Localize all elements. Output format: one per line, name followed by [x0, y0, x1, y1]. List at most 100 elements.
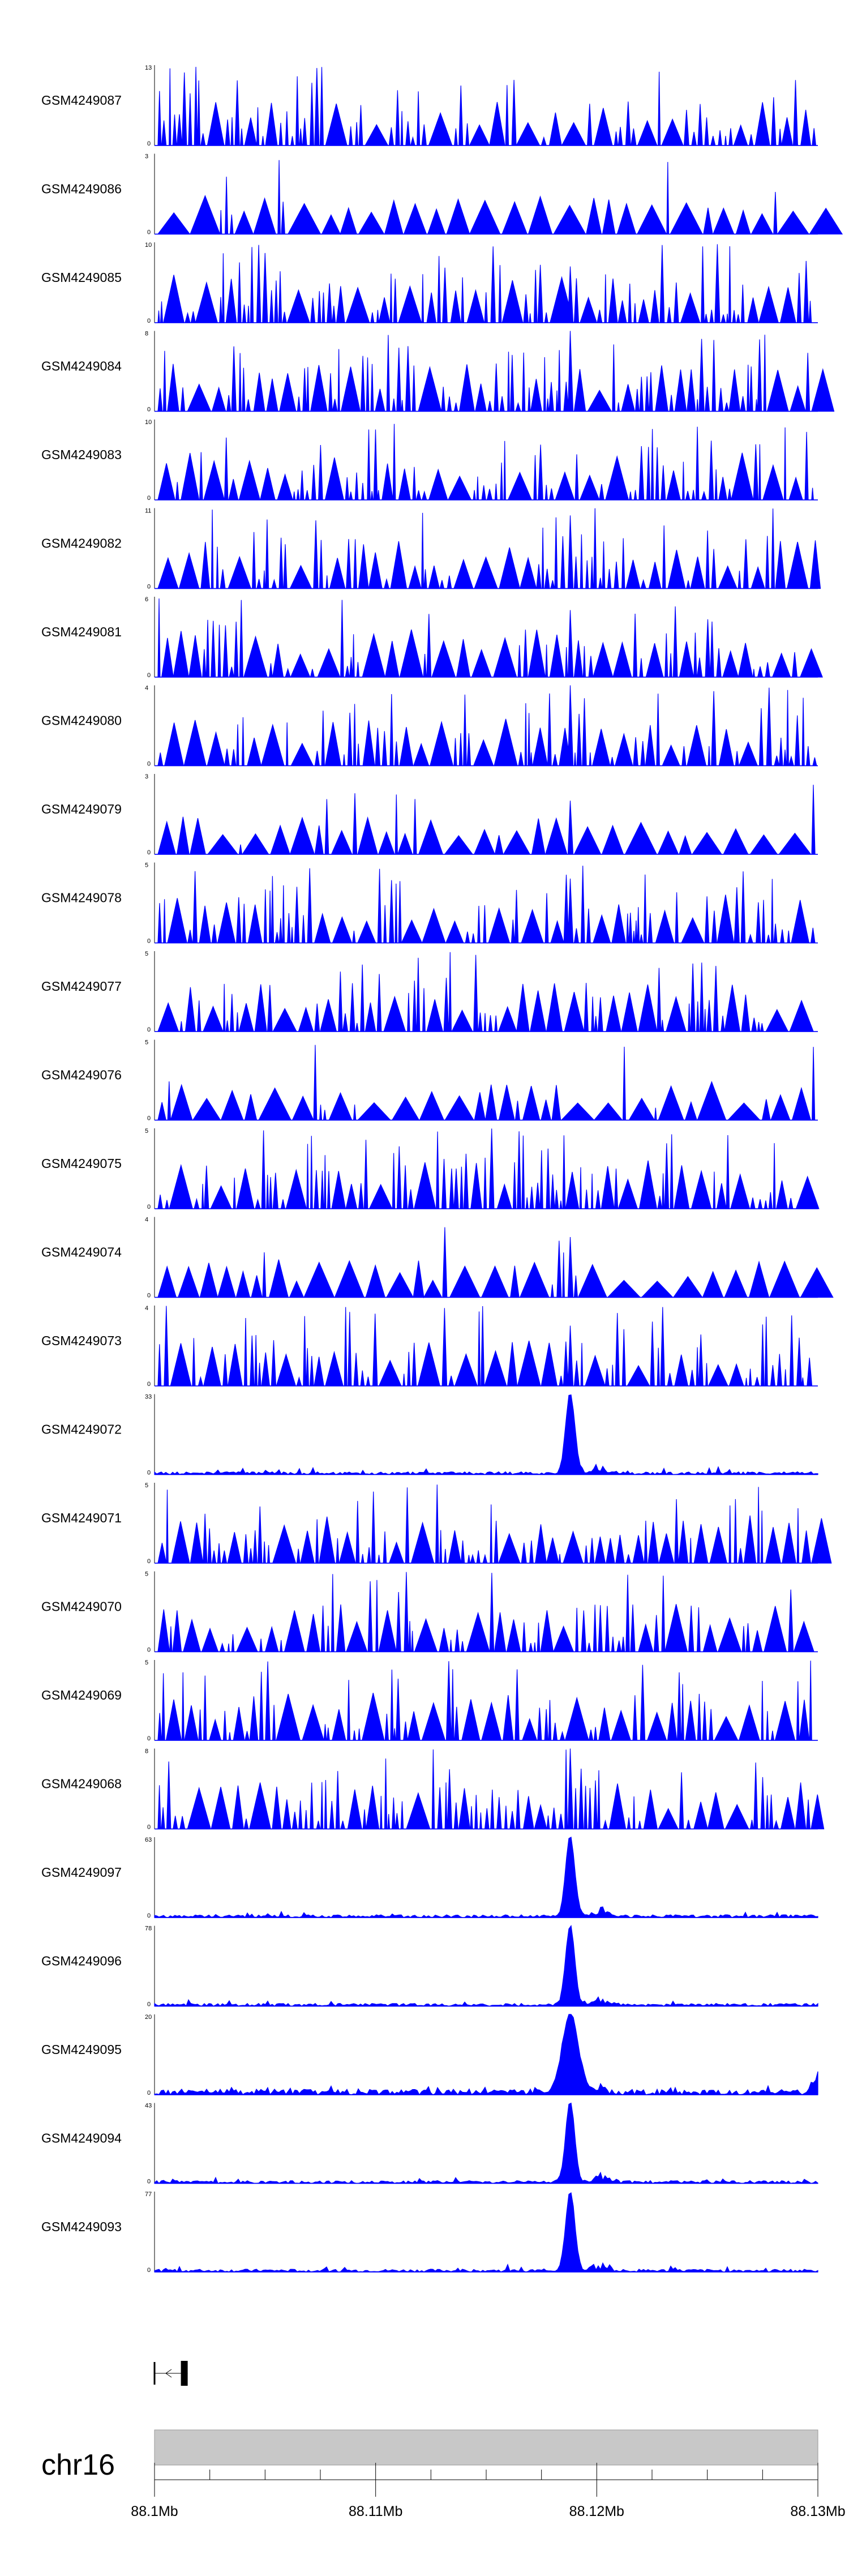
y-max-label: 8 — [145, 331, 148, 337]
track-label: GSM4249093 — [41, 2219, 122, 2234]
track-label: GSM4249082 — [41, 536, 122, 551]
track-label: GSM4249078 — [41, 891, 122, 905]
y-min-label: 0 — [147, 318, 151, 324]
gene-exon — [181, 2361, 188, 2386]
signal-area — [155, 1484, 832, 1564]
track: GSM4249069 5 0 — [41, 1659, 818, 1742]
signal-area — [155, 1748, 825, 1830]
signal-tracks: GSM4249087130GSM424908630GSM4249085100GS… — [41, 65, 843, 2274]
y-max-label: 4 — [145, 1217, 148, 1223]
signal-area — [155, 785, 818, 855]
track-label: GSM4249075 — [41, 1156, 122, 1171]
track-label: GSM4249077 — [41, 979, 122, 994]
y-max-label: 5 — [145, 1128, 148, 1135]
x-tick-label: 88.13Mb — [790, 2504, 845, 2519]
track: GSM4249079 3 0 — [41, 773, 818, 856]
y-min-label: 0 — [147, 672, 151, 679]
x-tick-label: 88.12Mb — [569, 2504, 624, 2519]
y-max-label: 63 — [145, 1837, 152, 1843]
signal-area — [155, 1661, 818, 1741]
signal-area — [155, 160, 843, 236]
signal-area — [155, 1045, 818, 1121]
y-max-label: 3 — [145, 773, 148, 780]
y-min-label: 0 — [147, 1735, 151, 1742]
track: GSM4249094 43 0 — [41, 2103, 818, 2185]
track-label: GSM4249070 — [41, 1599, 122, 1614]
track: GSM4249093 77 0 — [41, 2191, 818, 2274]
signal-area — [154, 1924, 818, 2007]
y-max-label: 78 — [145, 1925, 152, 1932]
track-label: GSM4249083 — [41, 447, 122, 462]
y-max-label: 10 — [145, 242, 152, 249]
y-min-label: 0 — [147, 938, 151, 945]
y-max-label: 43 — [145, 2103, 152, 2109]
chromosome-ideogram: chr16 — [41, 2429, 818, 2481]
track: GSM4249082 11 0 — [41, 508, 821, 590]
y-max-label: 5 — [145, 951, 148, 957]
y-min-label: 0 — [147, 1470, 151, 1477]
track-label: GSM4249087 — [41, 93, 122, 108]
y-max-label: 5 — [145, 1659, 148, 1666]
signal-area — [155, 685, 818, 767]
track-label: GSM4249076 — [41, 1068, 122, 1082]
genomic-axis: 88.1Mb 88.11Mb 88.12Mb 88.13Mb — [131, 2463, 846, 2519]
y-max-label: 8 — [145, 1748, 148, 1755]
y-max-label: 5 — [145, 1039, 148, 1046]
strand-arrow — [165, 2369, 172, 2378]
y-max-label: 5 — [145, 1482, 148, 1489]
track: GSM4249070 5 0 — [41, 1571, 818, 1654]
x-tick-label: 88.11Mb — [349, 2504, 402, 2519]
gene-model — [153, 2361, 188, 2386]
signal-area — [155, 598, 823, 678]
chromosome-label: chr16 — [41, 2449, 115, 2481]
y-max-label: 4 — [145, 1305, 148, 1312]
track: GSM4249073 4 0 — [41, 1305, 818, 1388]
y-min-label: 0 — [147, 1647, 151, 1654]
y-min-label: 0 — [147, 1293, 151, 1299]
y-max-label: 11 — [145, 508, 151, 515]
signal-area — [155, 508, 821, 589]
track: GSM4249071 5 0 — [41, 1482, 832, 1565]
track: GSM4249083 10 0 — [41, 419, 818, 502]
y-min-label: 0 — [147, 2267, 151, 2274]
track: GSM4249080 4 0 — [41, 685, 818, 768]
track: GSM4249068 8 0 — [41, 1748, 825, 1831]
y-min-label: 0 — [147, 2001, 151, 2008]
track-label: GSM4249072 — [41, 1422, 122, 1437]
y-min-label: 0 — [147, 1115, 151, 1122]
track: GSM4249078 5 0 — [41, 862, 818, 945]
track: GSM4249095 20 0 — [41, 2014, 818, 2096]
track: GSM4249076 5 0 — [41, 1039, 818, 1122]
track-label: GSM4249085 — [41, 270, 122, 285]
track: GSM4249085 10 0 — [41, 242, 818, 324]
y-max-label: 6 — [145, 596, 148, 603]
track: GSM4249081 6 0 — [41, 596, 823, 679]
y-min-label: 0 — [147, 1381, 151, 1388]
track-label: GSM4249096 — [41, 1954, 122, 1969]
signal-area — [154, 2102, 818, 2184]
track: GSM4249074 4 0 — [41, 1217, 834, 1299]
track-label: GSM4249068 — [41, 1777, 122, 1791]
y-max-label: 77 — [145, 2191, 152, 2198]
signal-area — [155, 1572, 818, 1653]
signal-area — [154, 2192, 818, 2273]
signal-area — [155, 1306, 818, 1387]
signal-area — [154, 1837, 818, 1918]
y-min-label: 0 — [147, 1912, 151, 1919]
y-min-label: 0 — [147, 761, 151, 768]
track: GSM4249087 13 0 — [41, 65, 818, 147]
y-min-label: 0 — [147, 849, 151, 856]
y-max-label: 4 — [145, 685, 148, 692]
track: GSM4249077 5 0 — [41, 951, 818, 1033]
track: GSM4249075 5 0 — [41, 1128, 820, 1210]
track: GSM4249097 63 0 — [41, 1837, 818, 1919]
y-max-label: 10 — [145, 419, 152, 426]
y-max-label: 20 — [145, 2014, 152, 2021]
y-max-label: 5 — [145, 862, 148, 869]
y-max-label: 3 — [145, 153, 148, 160]
y-min-label: 0 — [147, 1558, 151, 1565]
y-min-label: 0 — [147, 1824, 151, 1831]
track: GSM4249072 33 0 — [41, 1394, 818, 1477]
y-min-label: 0 — [147, 1026, 151, 1033]
signal-area — [154, 1394, 818, 1475]
